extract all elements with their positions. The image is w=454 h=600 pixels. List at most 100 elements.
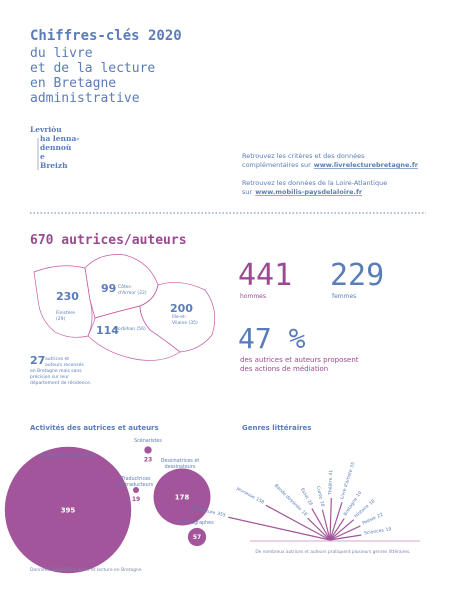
unknown-text: en Bretagne mais sans [30, 368, 82, 374]
logo-line: dennoù [40, 143, 72, 152]
genre-line [329, 534, 362, 541]
region-value: 114 [96, 324, 119, 337]
region-name: Vilaine (35) [172, 320, 198, 326]
genre-name: Théâtre [326, 477, 334, 496]
logo-line: Breizh [40, 161, 68, 170]
region-value: 230 [56, 290, 79, 303]
genre-line [329, 525, 361, 541]
genre-value: 18 [318, 500, 325, 507]
bubble-label: et traducteurs [119, 482, 154, 488]
footer: Données 2018-2020. Livre et lecture en B… [30, 566, 142, 573]
map-region [87, 305, 181, 361]
region-name: Morbihan (56) [114, 326, 146, 332]
genre-line [307, 517, 331, 541]
genre-line [228, 516, 331, 541]
section-title: 670 autrices/auteurs [30, 233, 187, 248]
subtitle-line: du livre [30, 46, 93, 61]
stat-text: des autrices et auteurs proposent [240, 356, 359, 364]
link-text: sur [242, 188, 253, 196]
link[interactable]: www.livrelecturebretagne.fr [314, 161, 419, 169]
subtitle-line: en Bretagne [30, 76, 116, 91]
unknown-value: 27 [30, 354, 45, 367]
logo-line: Levriòu [30, 125, 62, 134]
bubble-label: dessinateurs [165, 464, 196, 470]
stat-text: des actions de médiation [240, 365, 328, 373]
genre-value: 18 [300, 509, 308, 517]
genre-line [329, 519, 355, 541]
bubble [153, 468, 211, 526]
bubble [4, 446, 132, 574]
genre-label: Essai28 [299, 487, 314, 507]
bubble [132, 486, 140, 494]
map [33, 254, 216, 361]
region-value: 99 [101, 282, 116, 295]
link-text: Retrouvez les données de la Loire-Atlant… [242, 179, 387, 187]
bubble-value: 19 [132, 496, 140, 503]
region-name: d'Armor (22) [118, 290, 147, 296]
unknown-text: autrices et [45, 356, 69, 362]
region-name: (29) [56, 316, 65, 322]
genre-value: 35 [349, 461, 356, 468]
bubble-label: Traductrices [120, 476, 151, 482]
subtitle-line: et de la lecture [30, 61, 155, 76]
bubble [144, 446, 152, 454]
stat-value: 47 % [238, 322, 306, 355]
genre-value: 22 [376, 512, 384, 520]
unknown-text: précision sur leur [30, 373, 69, 380]
genre-line [265, 504, 331, 541]
region-name: Finistère [56, 309, 75, 316]
bubble-label: Dessinatrices et [161, 458, 200, 464]
logo-line: ha lenna- [40, 134, 79, 143]
genre-value: 41 [328, 470, 334, 476]
bubble-value: 23 [144, 457, 152, 464]
genre-name: Sciences [364, 527, 385, 536]
region-name: Ille-et- [172, 314, 187, 320]
genre-label: Sciences19 [364, 526, 392, 536]
genre-label: Théâtre41 [326, 470, 334, 496]
logo-line: e [40, 152, 45, 161]
genre-value: 19 [385, 526, 392, 533]
links: Retrouvez les critères et des donnéescom… [242, 152, 419, 196]
chart-title: Genres littéraires [242, 424, 311, 432]
genre-line [329, 502, 343, 541]
genre-line [311, 508, 331, 541]
activities: Activités des autrices et auteurs Écrivai… [4, 424, 214, 574]
genre-value: 158 [255, 496, 266, 505]
link[interactable]: www.mobilis-paysdelaloire.fr [255, 188, 363, 196]
genre-label: Conte18 [315, 485, 326, 507]
bubble [187, 527, 207, 547]
stat-value: 441 [238, 258, 292, 293]
genre-note: De nombreux autrices et auteurs pratique… [255, 548, 410, 555]
link-text: complémentaires sur [242, 161, 311, 169]
link-text: Retrouvez les critères et des données [242, 152, 365, 160]
genre-name: Essai [299, 487, 310, 500]
bubble-label: Photographes [180, 520, 214, 526]
bubble-label: Écrivaines et écrivains [41, 451, 96, 459]
genre-value: 10 [355, 490, 363, 498]
map-labels: 230 Finistère(29) 99 Côtes-d'Armor (22) 200I… [30, 282, 198, 386]
bubble-label: Scénaristes [134, 437, 162, 444]
unknown-text: département de résidence. [30, 379, 91, 386]
genre-line [329, 497, 332, 541]
bubble-value: 57 [193, 534, 201, 541]
genre-name: Conte [315, 485, 324, 500]
genre-value: 28 [306, 499, 314, 507]
region-name: Côtes- [118, 283, 133, 290]
unknown-text: auteurs recensés [45, 361, 84, 368]
stat-label: femmes [332, 293, 356, 300]
title: Chiffres-clés 2020 [30, 28, 182, 44]
genre-value: 355 [217, 511, 227, 519]
stat-value: 229 [330, 258, 384, 293]
genres: Genres littérairesLittérature355Jeunesse… [191, 424, 420, 555]
region-value: 200 [170, 302, 193, 315]
genre-line [329, 518, 345, 541]
chart-title: Activités des autrices et auteurs [30, 424, 159, 432]
stat-label: hommes [240, 293, 266, 300]
genre-line [321, 509, 331, 541]
genre-value: 18 [368, 498, 376, 506]
bubble-value: 395 [61, 507, 76, 515]
